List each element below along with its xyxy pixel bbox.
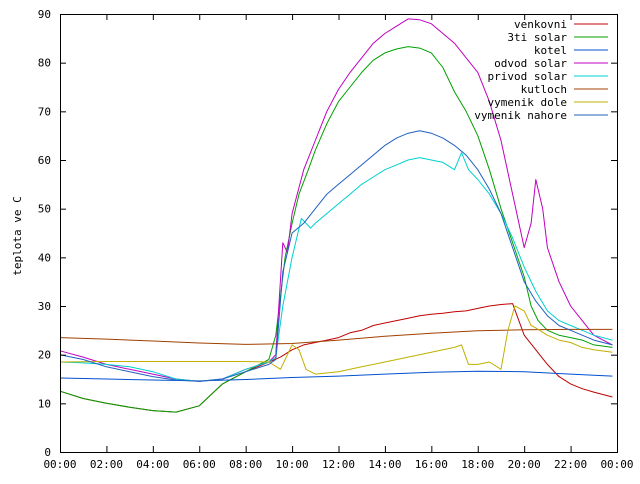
x-tick-label: 18:00	[461, 458, 494, 471]
y-tick-label: 30	[38, 300, 51, 313]
x-tick-label: 12:00	[322, 458, 355, 471]
x-tick-label: 00:00	[600, 458, 633, 471]
legend-label: venkovni	[514, 18, 567, 31]
y-axis-label: teplota ve C	[11, 196, 24, 275]
x-tick-label: 02:00	[90, 458, 123, 471]
y-tick-label: 50	[38, 203, 51, 216]
y-tick-label: 60	[38, 154, 51, 167]
legend-label: kotel	[534, 44, 567, 57]
series-line-2	[59, 370, 613, 382]
series-line-1	[59, 46, 613, 413]
series-line-7	[59, 130, 613, 382]
legend-label: kutloch	[521, 83, 567, 96]
series-line-5	[59, 328, 613, 345]
y-tick-label: 10	[38, 397, 51, 410]
y-tick-label: 40	[38, 251, 51, 264]
y-tick-label: 0	[44, 446, 51, 459]
y-tick-label: 70	[38, 105, 51, 118]
legend-label: 3ti solar	[507, 31, 567, 44]
series-line-6	[59, 305, 613, 375]
y-tick-label: 20	[38, 349, 51, 362]
x-tick-label: 20:00	[508, 458, 541, 471]
legend-label: odvod solar	[494, 57, 567, 70]
x-tick-label: 22:00	[554, 458, 587, 471]
y-tick-label: 80	[38, 57, 51, 70]
x-tick-label: 10:00	[276, 458, 309, 471]
legend-label: privod solar	[488, 70, 568, 83]
x-tick-label: 04:00	[136, 458, 169, 471]
x-tick-label: 00:00	[43, 458, 76, 471]
series-line-4	[59, 152, 613, 382]
x-tick-label: 08:00	[229, 458, 262, 471]
y-axis-ticks: 0 10 20 30 40 50 60 70 80 90	[38, 8, 617, 459]
x-tick-label: 14:00	[368, 458, 401, 471]
x-tick-label: 06:00	[183, 458, 216, 471]
legend-label: vymenik dole	[488, 96, 567, 109]
legend-label: vymenik nahore	[474, 109, 567, 122]
series-layer	[59, 18, 613, 413]
y-tick-label: 90	[38, 8, 51, 21]
x-axis-ticks: 00:00 02:00 04:00 06:00 08:00 10:00 12:00 14:00…	[43, 14, 634, 471]
x-tick-label: 16:00	[415, 458, 448, 471]
series-line-0	[59, 303, 613, 413]
